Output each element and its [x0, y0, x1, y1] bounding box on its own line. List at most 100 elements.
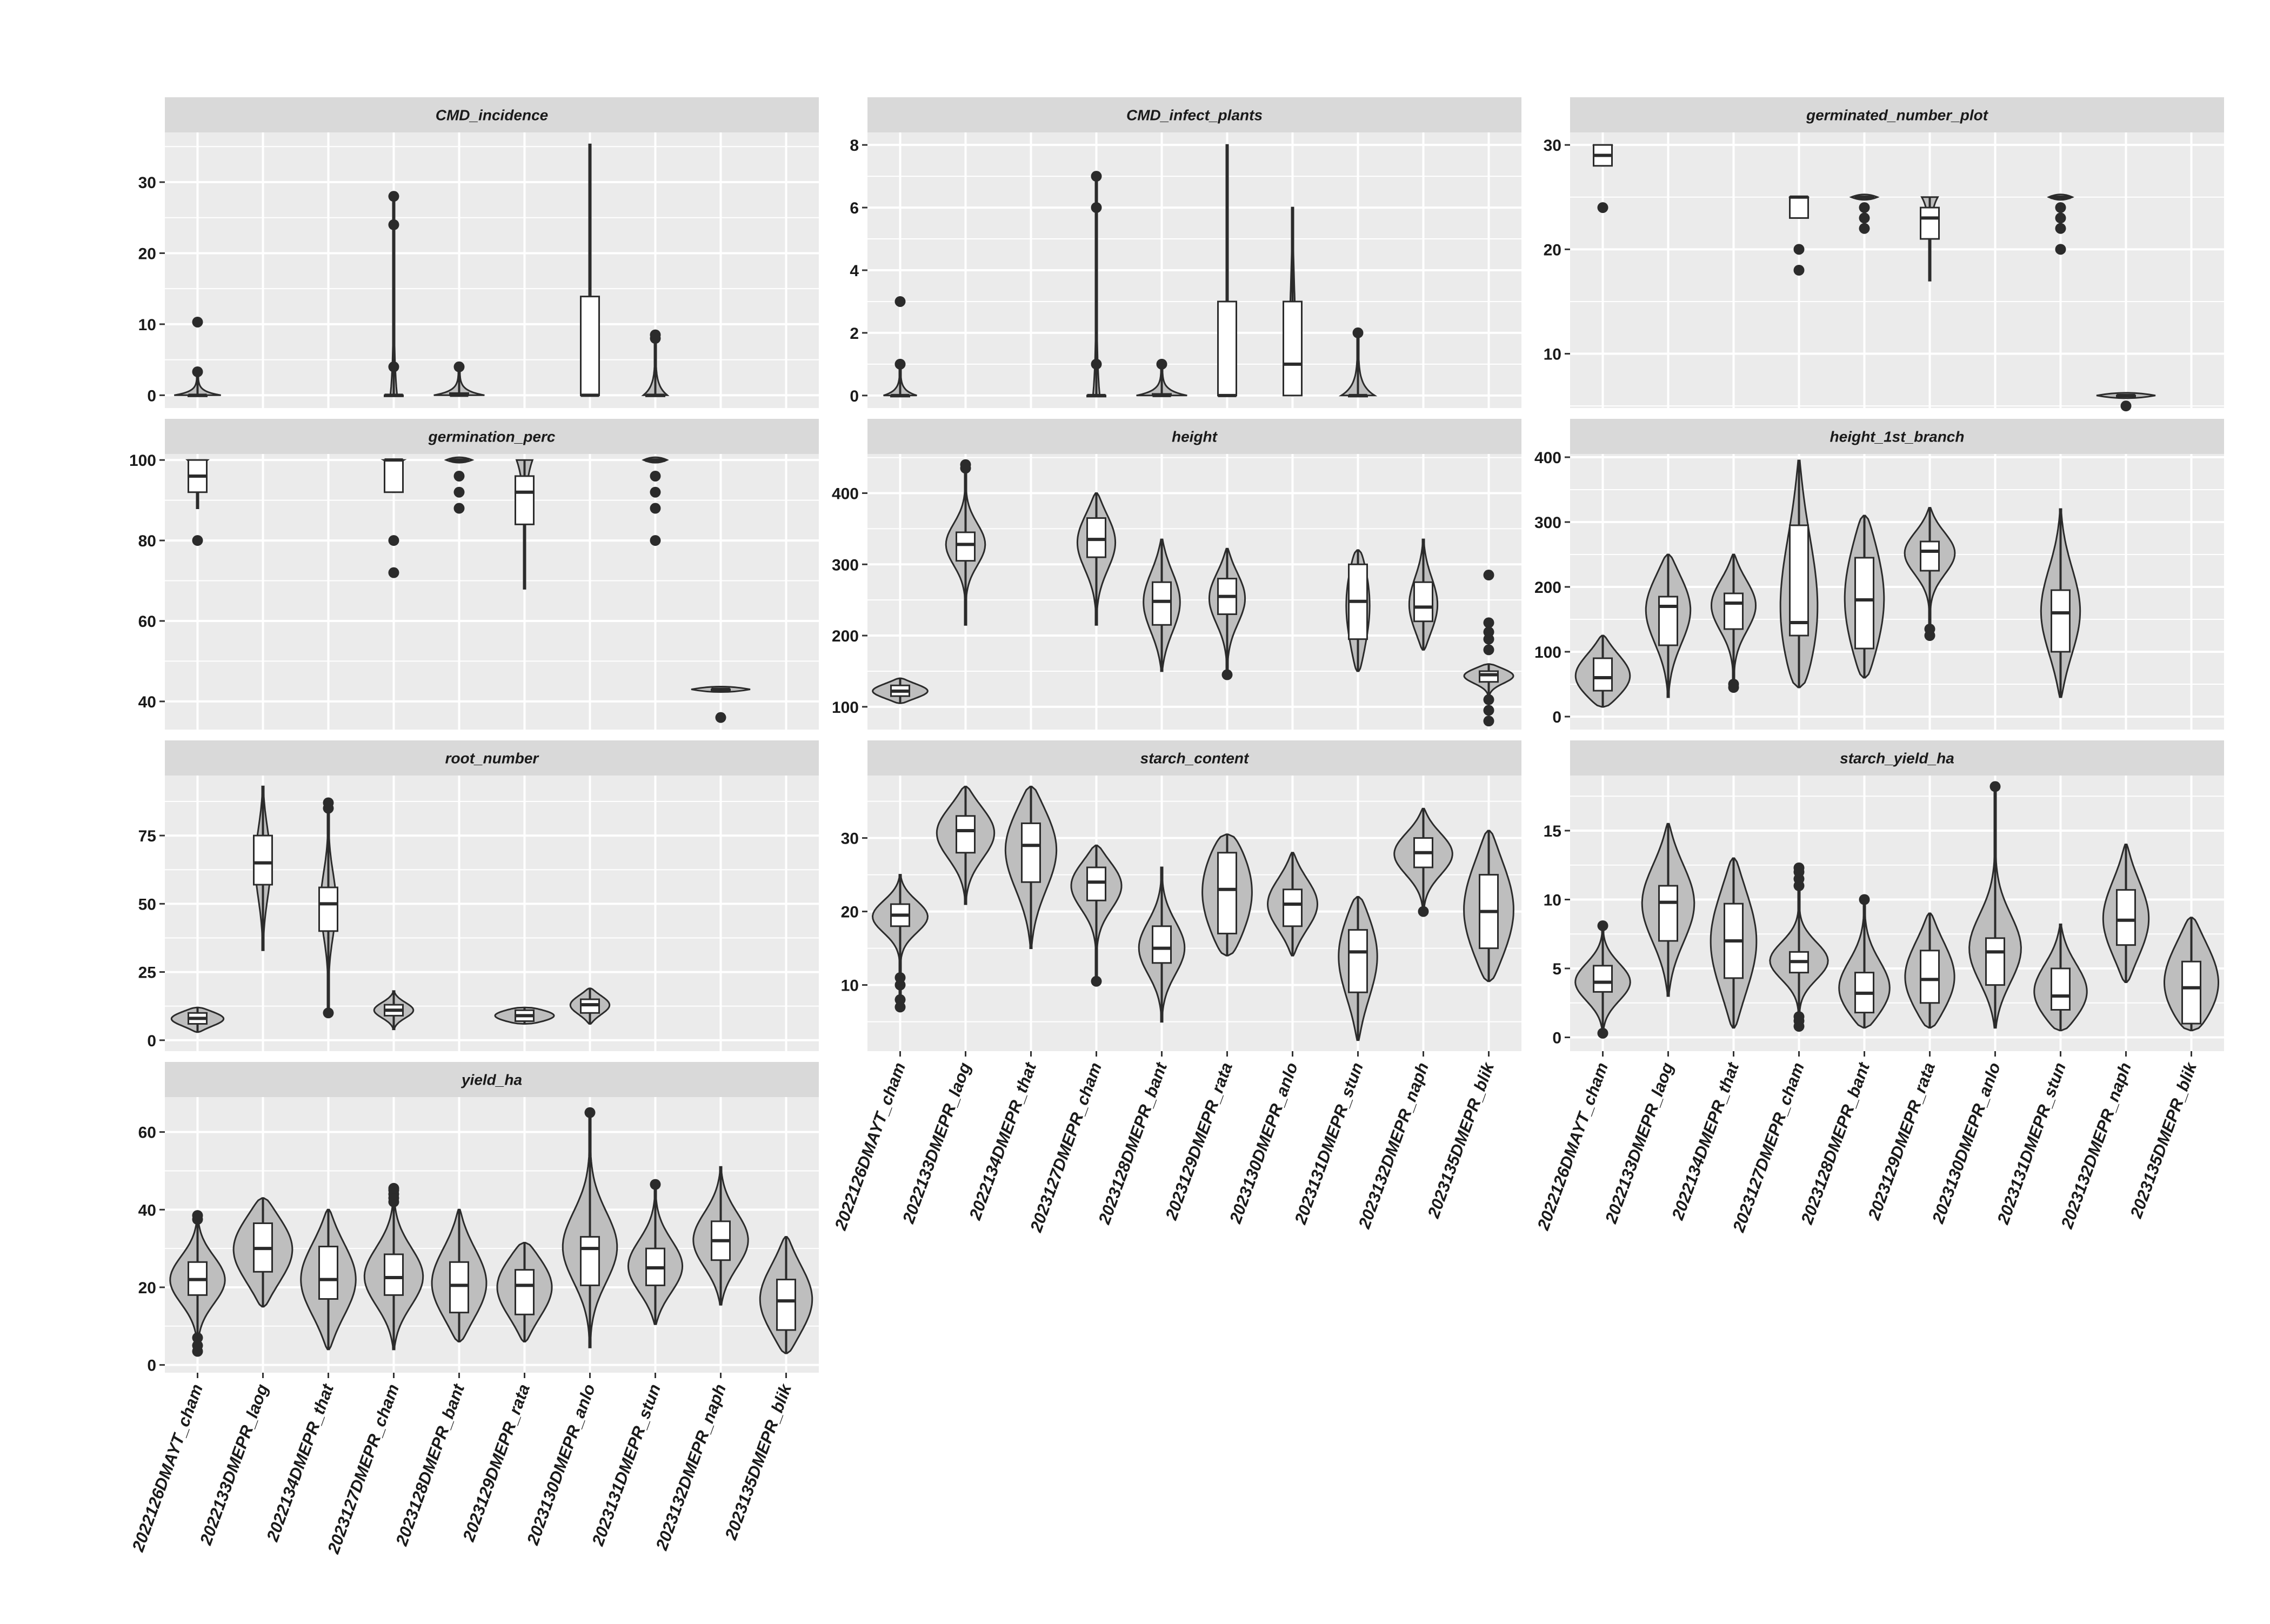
box-iqr — [1217, 852, 1237, 934]
x-tick-label: 2023135DMEPR_blik — [721, 1381, 796, 1543]
box-iqr — [1086, 517, 1106, 558]
outlier-point — [1793, 862, 1805, 873]
violin-group — [691, 686, 751, 723]
outlier-point — [894, 994, 906, 1005]
box-iqr — [2051, 589, 2071, 653]
panel-strip — [165, 740, 819, 776]
box-iqr — [318, 886, 338, 932]
y-tick-label: 2 — [850, 325, 859, 343]
violin-group — [2096, 392, 2156, 412]
y-tick-label: 10 — [1544, 892, 1561, 910]
violin-group — [1592, 144, 1613, 213]
y-tick-label: 20 — [841, 904, 859, 921]
x-tick-label: 2022126DMAYT_cham — [128, 1381, 206, 1554]
box-iqr — [1920, 206, 1940, 240]
panel-root_number: root_number 0 25 50 75 — [138, 740, 819, 1051]
panel-strip — [165, 97, 819, 132]
x-tick-label: 2023129DMEPR_rata — [459, 1381, 533, 1544]
outlier-point — [1989, 781, 2001, 792]
panel-title: height_1st_branch — [1830, 429, 1965, 445]
box-iqr — [253, 834, 273, 886]
y-tick-label: 200 — [1534, 579, 1561, 597]
panel-title: root_number — [445, 750, 540, 767]
outlier-point — [894, 358, 906, 370]
violin-group — [1838, 894, 1891, 1029]
x-tick-label: 2022134DMEPR_that — [965, 1059, 1040, 1223]
panel-background — [165, 132, 819, 408]
violin-group — [1574, 634, 1631, 708]
y-tick-label: 20 — [1544, 241, 1561, 259]
panel-title: germinated_number_plot — [1806, 107, 1989, 124]
violin-group — [641, 329, 670, 397]
y-tick-label: 0 — [147, 387, 156, 405]
box-iqr — [1086, 866, 1106, 901]
outlier-point — [388, 361, 399, 372]
box-iqr — [1217, 300, 1237, 397]
violin-group — [1463, 830, 1514, 983]
violin-group — [1408, 538, 1439, 651]
outlier-point — [894, 972, 906, 983]
violin-group — [580, 143, 600, 397]
box-iqr — [956, 815, 976, 854]
violin-group — [1338, 327, 1378, 398]
box-iqr — [956, 531, 976, 562]
violin-group — [1136, 358, 1187, 397]
outlier-point — [650, 486, 661, 498]
violin-group — [318, 797, 338, 1019]
panel-background — [1570, 132, 2224, 408]
panel-strip — [867, 740, 1521, 776]
box-iqr — [1413, 581, 1433, 623]
x-tick-label: 2023128DMEPR_bant — [1094, 1059, 1171, 1227]
violin-group — [1904, 507, 1956, 641]
x-tick-label: 2022134DMEPR_that — [1668, 1059, 1743, 1223]
violin-group — [562, 1107, 618, 1348]
panel-starch_content: starch_content1020302022126DMAYT_cham202… — [831, 740, 1521, 1235]
outlier-point — [2055, 202, 2066, 213]
outlier-point — [1091, 358, 1102, 370]
x-tick-label: 2023132DMEPR_naph — [652, 1381, 730, 1553]
violin-group — [1710, 857, 1758, 1029]
violin-group — [384, 191, 404, 397]
violin-group — [1920, 196, 1940, 282]
violin-group — [1070, 844, 1123, 987]
outlier-point — [1483, 716, 1494, 727]
outlier-point — [894, 296, 906, 307]
violin-group — [1393, 807, 1453, 917]
y-tick-label: 25 — [138, 964, 156, 982]
x-tick-label: 2023131DMEPR_stun — [1291, 1060, 1367, 1227]
violin-group — [936, 785, 996, 905]
outlier-point — [1859, 212, 1870, 224]
violin-group — [433, 361, 485, 397]
outlier-point — [960, 459, 971, 470]
outlier-point — [1483, 705, 1494, 716]
outlier-point — [1091, 171, 1102, 182]
outlier-point — [388, 1182, 399, 1194]
outlier-point — [1483, 694, 1494, 705]
y-tick-label: 75 — [138, 827, 156, 845]
panel-strip — [1570, 740, 2224, 776]
outlier-point — [650, 470, 661, 482]
violin-group — [1968, 781, 2022, 1029]
violin-group — [300, 1208, 357, 1351]
violin-group — [1645, 553, 1692, 698]
violin-group — [1574, 920, 1631, 1039]
violin-group — [1266, 852, 1319, 957]
violin-group — [1143, 538, 1181, 672]
violin-group — [1208, 547, 1246, 680]
y-tick-label: 8 — [850, 137, 859, 155]
panel-title: germination_perc — [428, 429, 556, 445]
box-iqr — [1658, 596, 1678, 646]
x-tick-label: 2023132DMEPR_naph — [2057, 1060, 2135, 1231]
box-iqr — [2116, 889, 2136, 946]
violin-group — [569, 987, 611, 1025]
violin-group — [174, 316, 221, 397]
panel-germinated_number_plot: germinated_number_plot 10 20 30 — [1544, 97, 2224, 412]
outlier-point — [323, 1007, 334, 1019]
violin-group — [496, 1241, 553, 1342]
y-tick-label: 0 — [147, 1032, 156, 1050]
violin-group — [170, 1006, 225, 1033]
outlier-point — [1221, 669, 1233, 680]
box-iqr — [1658, 885, 1678, 942]
panel-height_1st_branch: height_1st_branch 0 100 200 300 400 — [1534, 419, 2224, 730]
